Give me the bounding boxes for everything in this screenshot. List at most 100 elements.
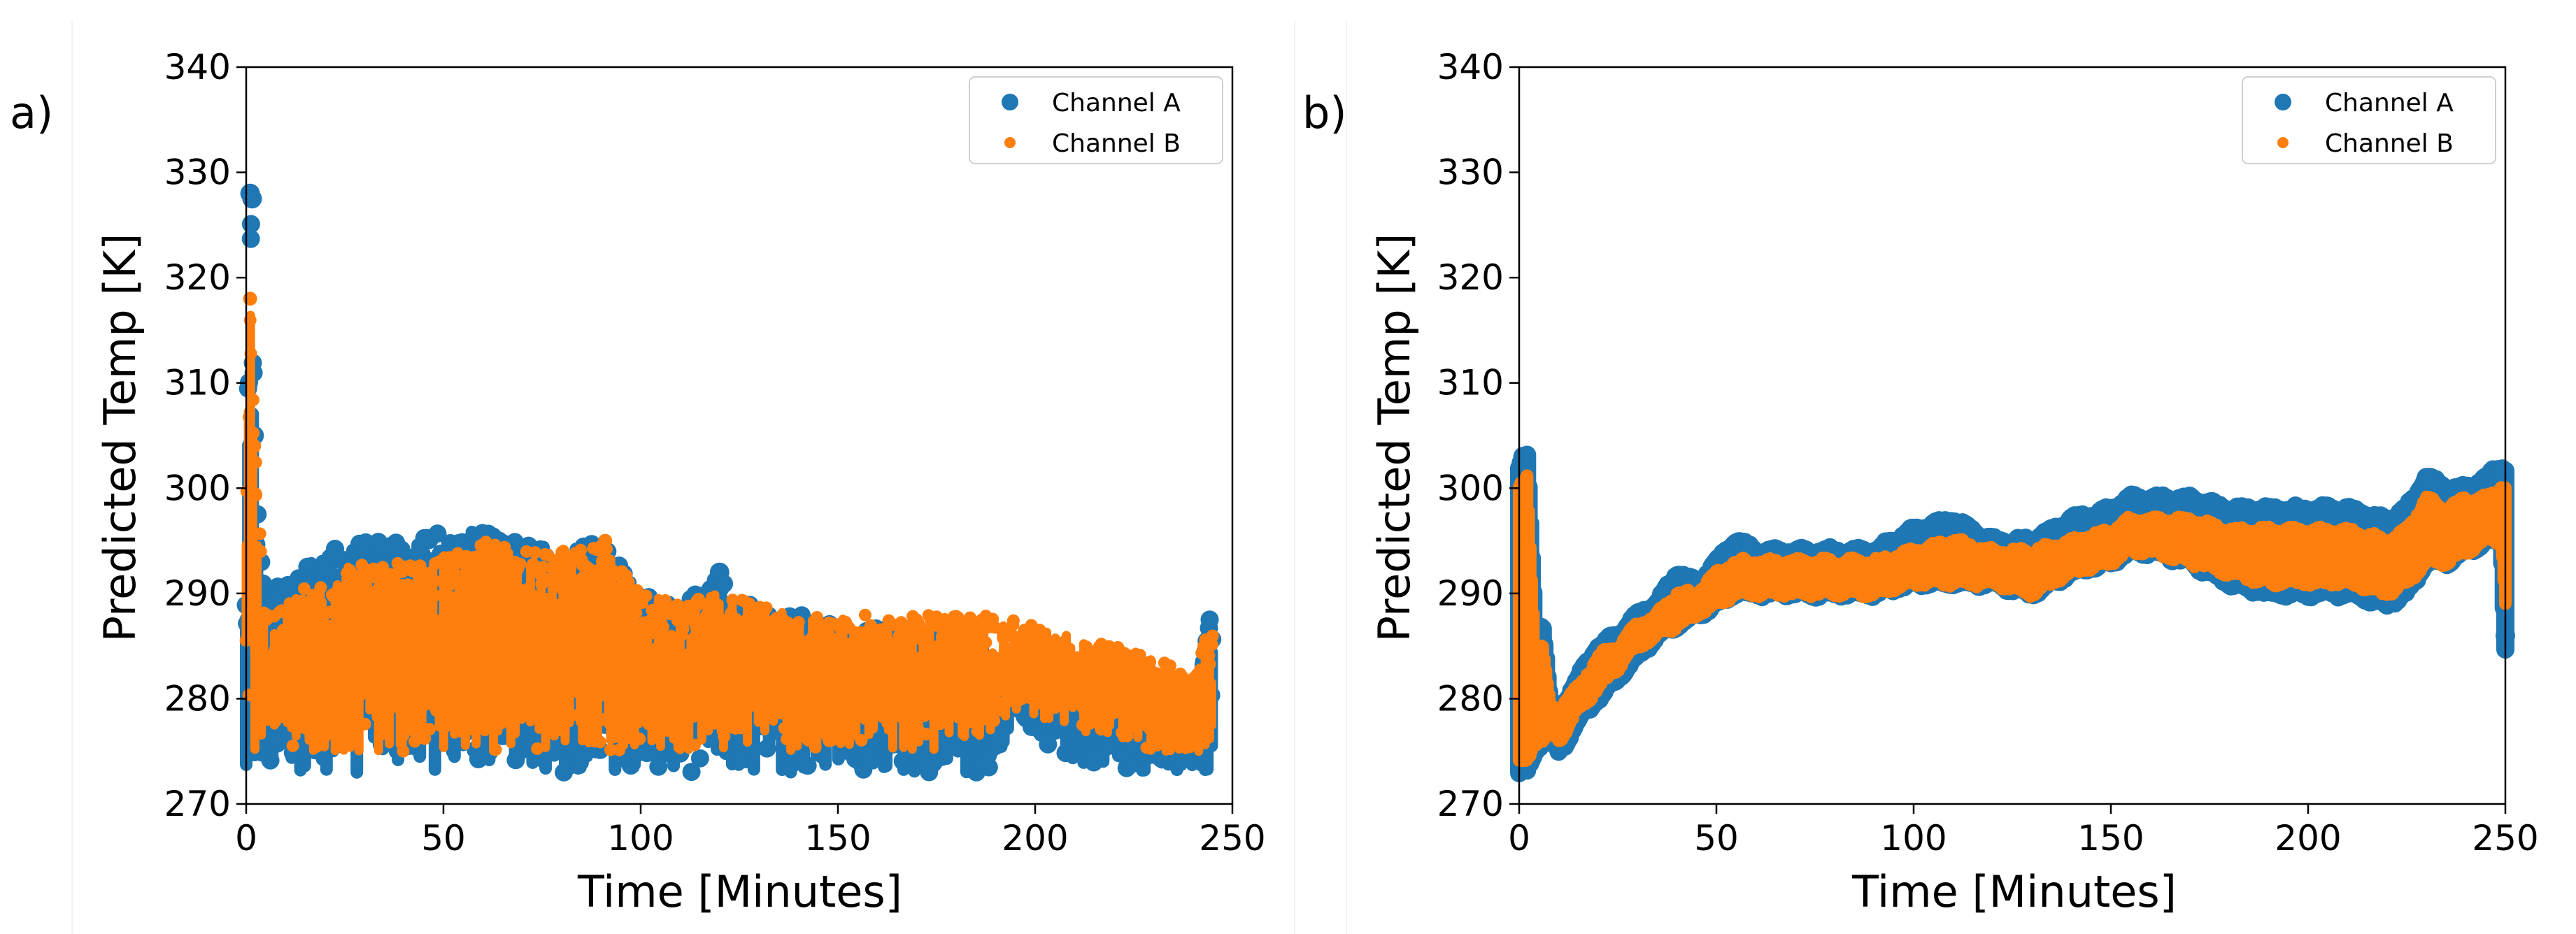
- data-point: [286, 739, 299, 752]
- data-point: [688, 738, 701, 752]
- y-tick-label: 300: [164, 468, 231, 508]
- data-point: [760, 601, 773, 615]
- legend-marker: [1002, 94, 1018, 110]
- x-tick-label: 250: [2472, 818, 2538, 858]
- data-point: [536, 561, 550, 574]
- data-point: [250, 489, 263, 502]
- x-tick-label: 200: [1002, 818, 1068, 858]
- data-point: [1006, 614, 1020, 627]
- data-point: [249, 456, 262, 469]
- series-channel-b: [239, 292, 1219, 758]
- axes-frame: [1518, 66, 2507, 805]
- data-point: [254, 545, 267, 558]
- panel-b-plot: 0 50 100 150 200 250 270 280 290 300 310 320 330 340 C…: [1437, 47, 2539, 858]
- data-point: [298, 582, 311, 595]
- legend-marker: [1004, 137, 1016, 148]
- data-point: [639, 589, 653, 603]
- y-tick-label: 330: [164, 152, 231, 193]
- y-tick-label: 290: [1437, 573, 1504, 614]
- data-point: [428, 524, 447, 543]
- data-point: [247, 439, 262, 454]
- panel-a-x-axis-label: Time [Minutes]: [577, 866, 902, 917]
- panel-a-label: a): [10, 87, 53, 138]
- x-tick-label: 150: [804, 818, 871, 858]
- y-tick-label: 320: [1437, 257, 1504, 298]
- x-tick-label: 250: [1199, 818, 1265, 858]
- x-axis: 0 50 100 150 200 250: [1508, 804, 2539, 858]
- legend-marker: [2275, 94, 2291, 110]
- legend-label: Channel B: [1052, 129, 1181, 158]
- y-tick-label: 280: [164, 678, 231, 719]
- legend-label: Channel A: [1052, 89, 1181, 117]
- data-point: [979, 636, 992, 649]
- y-tick-label: 320: [164, 257, 231, 298]
- x-tick-label: 50: [1694, 818, 1739, 858]
- y-tick-label: 300: [1437, 468, 1504, 508]
- data-point: [513, 557, 527, 570]
- y-axis: 270 280 290 300 310 320 330 340: [1437, 47, 1519, 824]
- data-point: [2491, 462, 2512, 482]
- legend-label: Channel A: [2325, 89, 2454, 117]
- data-point: [242, 189, 262, 209]
- data-point: [529, 546, 542, 559]
- data-point: [798, 756, 817, 775]
- data-point: [423, 723, 436, 736]
- data-point: [859, 608, 871, 622]
- legend: Channel A Channel B: [2242, 76, 2496, 164]
- data-point: [489, 743, 502, 756]
- data-point: [247, 394, 259, 407]
- y-axis: 270 280 290 300 310 320 330 340: [164, 47, 246, 824]
- y-tick-label: 340: [1437, 47, 1504, 87]
- x-tick-label: 0: [235, 818, 257, 858]
- data-point: [358, 717, 371, 731]
- data-point: [1513, 447, 1533, 467]
- data-point: [649, 757, 668, 776]
- data-point: [527, 557, 540, 570]
- data-point: [1039, 735, 1058, 754]
- data-point: [2494, 481, 2509, 496]
- data-point: [241, 215, 260, 234]
- data-point: [531, 742, 544, 755]
- legend-label: Channel B: [2325, 129, 2454, 158]
- data-point: [566, 708, 579, 721]
- data-point: [690, 749, 709, 768]
- axes-frame: [245, 66, 1234, 805]
- data-point: [418, 732, 432, 745]
- panel-b-label: b): [1302, 87, 1347, 138]
- data-point: [979, 758, 998, 777]
- data-point: [1200, 610, 1219, 629]
- panel-a: a) 0 50 100 150 200 250 270 280 290 300 310 320 330 3…: [10, 47, 1266, 917]
- data-point: [428, 589, 441, 603]
- data-point: [918, 709, 931, 722]
- x-tick-label: 0: [1508, 818, 1530, 858]
- x-tick-label: 100: [607, 818, 674, 858]
- legend: Channel A Channel B: [969, 76, 1223, 164]
- data-point: [253, 527, 266, 540]
- data-point: [548, 554, 561, 567]
- data-point: [598, 533, 613, 548]
- y-tick-label: 290: [164, 573, 231, 614]
- data-point: [574, 543, 588, 556]
- legend-marker: [2277, 137, 2289, 148]
- data-point: [314, 581, 327, 594]
- panel-a-plot: 0 50 100 150 200 250 270 280 290 300 310 320 330 340 C…: [164, 47, 1266, 858]
- y-tick-label: 340: [164, 47, 231, 87]
- legend-box: [969, 76, 1223, 164]
- x-axis: 0 50 100 150 200 250: [235, 804, 1266, 858]
- series-channel-b: [1513, 469, 2512, 768]
- data-point: [919, 728, 932, 741]
- data-point: [1164, 659, 1176, 673]
- data-point: [633, 732, 646, 745]
- data-point: [268, 734, 287, 753]
- data-points: [1510, 445, 2515, 782]
- y-tick-label: 280: [1437, 678, 1504, 719]
- panel-b-x-axis-label: Time [Minutes]: [1851, 866, 2177, 917]
- y-tick-label: 270: [1437, 784, 1504, 824]
- x-tick-label: 100: [1880, 818, 1947, 858]
- legend-box: [2242, 76, 2496, 164]
- data-point: [682, 763, 701, 782]
- data-point: [243, 292, 257, 306]
- data-point: [296, 594, 309, 608]
